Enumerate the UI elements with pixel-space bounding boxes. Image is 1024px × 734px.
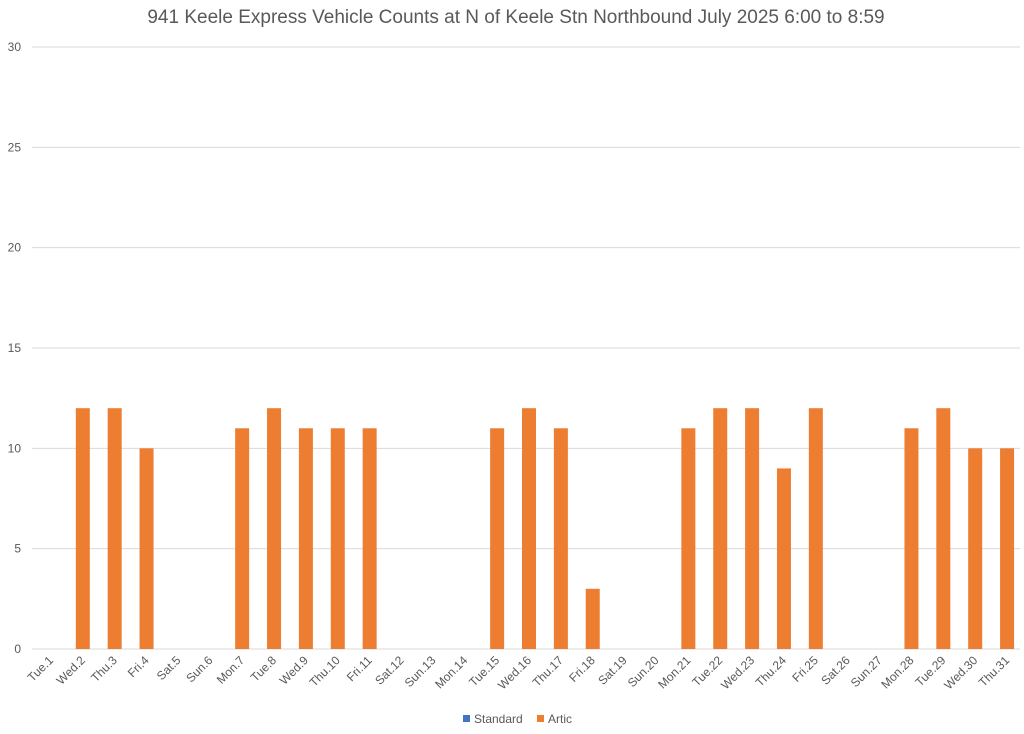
x-tick-label: Mon.21 [655, 653, 693, 691]
bar-artic-tue-15 [490, 428, 505, 649]
x-tick-label: Wed.30 [941, 653, 980, 692]
bar-artic-wed-2 [75, 408, 90, 649]
y-tick-label: 20 [8, 241, 22, 255]
x-tick-label: Sat.5 [154, 653, 184, 683]
legend-label-standard: Standard [474, 712, 523, 726]
bar-artic-mon-21 [681, 428, 696, 649]
x-tick-label: Thu.3 [88, 653, 120, 685]
y-tick-label: 0 [14, 642, 21, 656]
bar-artic-fri-4 [139, 448, 154, 649]
bar-artic-fri-18 [585, 588, 600, 649]
x-tick-label: Thu.24 [753, 653, 790, 690]
legend-swatch-artic [537, 715, 544, 722]
x-tick-label: Tue.8 [248, 653, 280, 685]
bar-artic-thu-10 [330, 428, 345, 649]
x-tick-label: Wed.23 [718, 653, 757, 692]
y-tick-label: 30 [8, 40, 22, 54]
x-tick-label: Thu.17 [530, 653, 567, 690]
x-tick-label: Thu.10 [307, 653, 344, 690]
x-tick-label: Sun.13 [402, 653, 439, 690]
bar-artic-tue-29 [936, 408, 951, 649]
x-tick-label: Tue.1 [25, 653, 57, 685]
x-tick-label: Sat.19 [595, 653, 630, 688]
x-tick-label: Sun.6 [183, 653, 215, 685]
y-tick-label: 10 [8, 441, 22, 455]
x-tick-label: Sun.27 [848, 653, 885, 690]
x-tick-label: Sat.26 [818, 653, 853, 688]
bar-artic-mon-28 [904, 428, 919, 649]
bar-artic-wed-23 [745, 408, 760, 649]
bar-artic-fri-25 [808, 408, 823, 649]
y-tick-label: 25 [8, 140, 22, 154]
legend: Standard Artic [463, 712, 572, 726]
x-tick-label: Wed.2 [54, 653, 89, 688]
bar-artic-thu-24 [776, 468, 791, 649]
x-tick-label: Fri.4 [125, 653, 152, 680]
bars [75, 408, 1015, 649]
bar-artic-thu-17 [553, 428, 568, 649]
x-tick-label: Fri.25 [789, 653, 821, 685]
bar-artic-wed-30 [968, 448, 983, 649]
legend-swatch-standard [463, 715, 470, 722]
y-axis-ticks: 0 5 10 15 20 25 30 [8, 40, 22, 656]
y-tick-label: 15 [8, 341, 22, 355]
bar-artic-wed-9 [298, 428, 313, 649]
x-tick-label: Wed.9 [277, 653, 312, 688]
x-tick-label: Wed.16 [495, 653, 534, 692]
x-tick-label: Mon.14 [432, 653, 470, 691]
x-tick-label: Fri.18 [566, 653, 598, 685]
bar-artic-tue-8 [267, 408, 282, 649]
bar-artic-tue-22 [713, 408, 728, 649]
x-tick-label: Mon.7 [214, 653, 248, 687]
bar-artic-fri-11 [362, 428, 377, 649]
x-tick-label: Fri.11 [344, 653, 375, 684]
x-tick-label: Thu.31 [976, 653, 1013, 690]
x-tick-label: Sat.12 [372, 653, 407, 688]
x-tick-label: Mon.28 [878, 653, 916, 691]
bar-artic-mon-7 [235, 428, 250, 649]
bar-artic-thu-31 [1000, 448, 1015, 649]
y-tick-label: 5 [14, 542, 21, 556]
x-tick-label: Sun.20 [625, 653, 662, 690]
legend-label-artic: Artic [548, 712, 572, 726]
bar-artic-thu-3 [107, 408, 122, 649]
bar-artic-wed-16 [522, 408, 536, 649]
chart-title: 941 Keele Express Vehicle Counts at N of… [147, 7, 884, 28]
